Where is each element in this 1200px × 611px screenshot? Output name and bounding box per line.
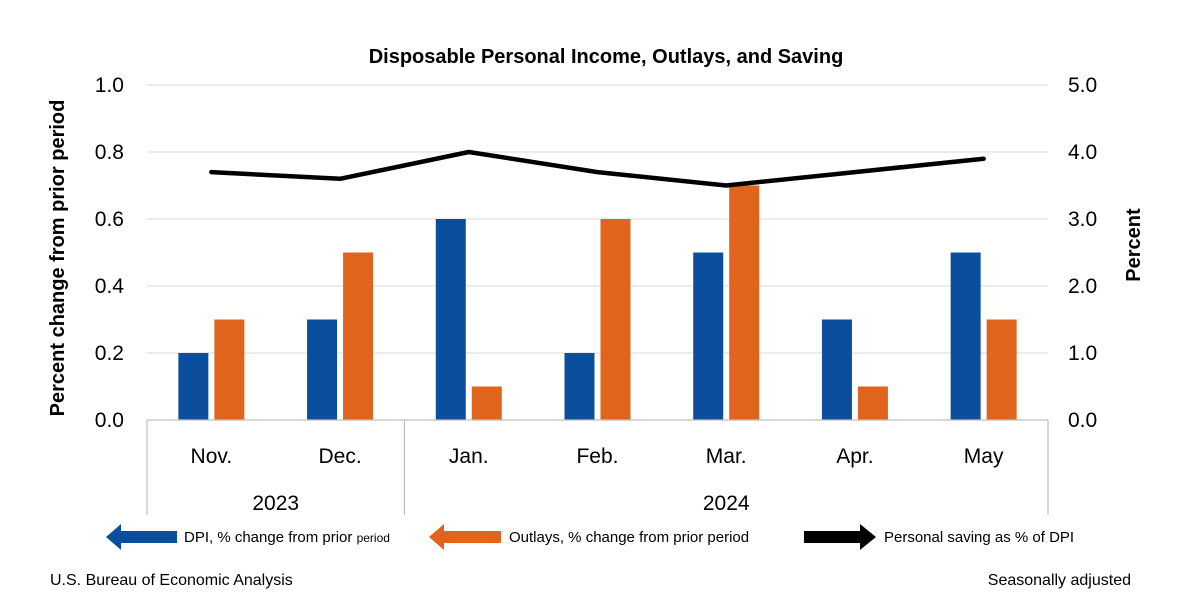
legend-item-outlays: Outlays, % change from prior period — [429, 524, 749, 550]
legend: DPI, % change from prior period Outlays,… — [106, 524, 1074, 550]
x-axis: Nov. Dec. Jan. Feb. Mar. Apr. May 2023 2024 — [146, 419, 1049, 515]
bar-outlays — [857, 386, 888, 420]
left-axis-title: Percent change from prior period — [47, 100, 69, 417]
legend-label-dpi: DPI, % change from prior period — [184, 529, 390, 546]
right-tick-label: 5.0 — [1068, 74, 1097, 97]
category-label: Nov. — [191, 445, 233, 468]
legend-arrow-saving-icon — [804, 524, 876, 550]
saving-line — [209, 149, 986, 188]
bar-dpi — [821, 319, 852, 420]
legend-item-saving: Personal saving as % of DPI — [804, 524, 1074, 550]
bar-outlays — [600, 219, 631, 420]
category-label: Feb. — [576, 445, 618, 468]
legend-item-dpi: DPI, % change from prior period — [106, 524, 390, 550]
right-axis-ticks: 0.0 1.0 2.0 3.0 4.0 5.0 — [1068, 74, 1097, 432]
seasonal-note: Seasonally adjusted — [988, 572, 1131, 589]
left-tick-label: 1.0 — [95, 74, 124, 97]
year-label: 2024 — [703, 492, 750, 515]
left-tick-label: 0.0 — [95, 409, 124, 432]
legend-label-saving: Personal saving as % of DPI — [884, 529, 1074, 546]
gridlines — [147, 84, 1048, 354]
bars — [178, 185, 1017, 420]
left-tick-label: 0.2 — [95, 342, 124, 365]
bar-dpi — [950, 252, 981, 420]
right-tick-label: 1.0 — [1068, 342, 1097, 365]
left-axis-ticks: 0.0 0.2 0.4 0.6 0.8 1.0 — [95, 74, 125, 432]
bar-outlays — [214, 319, 245, 420]
right-tick-label: 0.0 — [1068, 409, 1097, 432]
right-axis-title: Percent — [1123, 208, 1145, 282]
left-tick-label: 0.6 — [95, 208, 124, 231]
legend-label-outlays: Outlays, % change from prior period — [509, 529, 749, 546]
left-tick-label: 0.8 — [95, 141, 124, 164]
left-tick-label: 0.4 — [95, 275, 125, 298]
category-label: Dec. — [318, 445, 361, 468]
right-tick-label: 4.0 — [1068, 141, 1097, 164]
category-label: Apr. — [836, 445, 873, 468]
bar-outlays — [471, 386, 502, 420]
right-tick-label: 3.0 — [1068, 208, 1097, 231]
bar-dpi — [693, 252, 724, 420]
legend-arrow-dpi-icon — [106, 524, 177, 550]
category-label: Mar. — [706, 445, 747, 468]
saving-line-group — [209, 149, 986, 188]
bar-dpi — [307, 319, 338, 420]
category-label: Jan. — [449, 445, 489, 468]
bar-dpi — [178, 353, 209, 420]
right-tick-label: 2.0 — [1068, 275, 1097, 298]
bar-outlays — [729, 185, 760, 420]
bar-outlays — [986, 319, 1017, 420]
chart-title: Disposable Personal Income, Outlays, and… — [369, 46, 844, 68]
bar-dpi — [564, 353, 595, 420]
bar-outlays — [343, 252, 374, 420]
legend-arrow-outlays-icon — [429, 524, 501, 550]
source-note: U.S. Bureau of Economic Analysis — [50, 572, 293, 589]
bar-dpi — [435, 219, 466, 420]
year-label: 2023 — [252, 492, 299, 515]
category-label: May — [964, 445, 1004, 468]
